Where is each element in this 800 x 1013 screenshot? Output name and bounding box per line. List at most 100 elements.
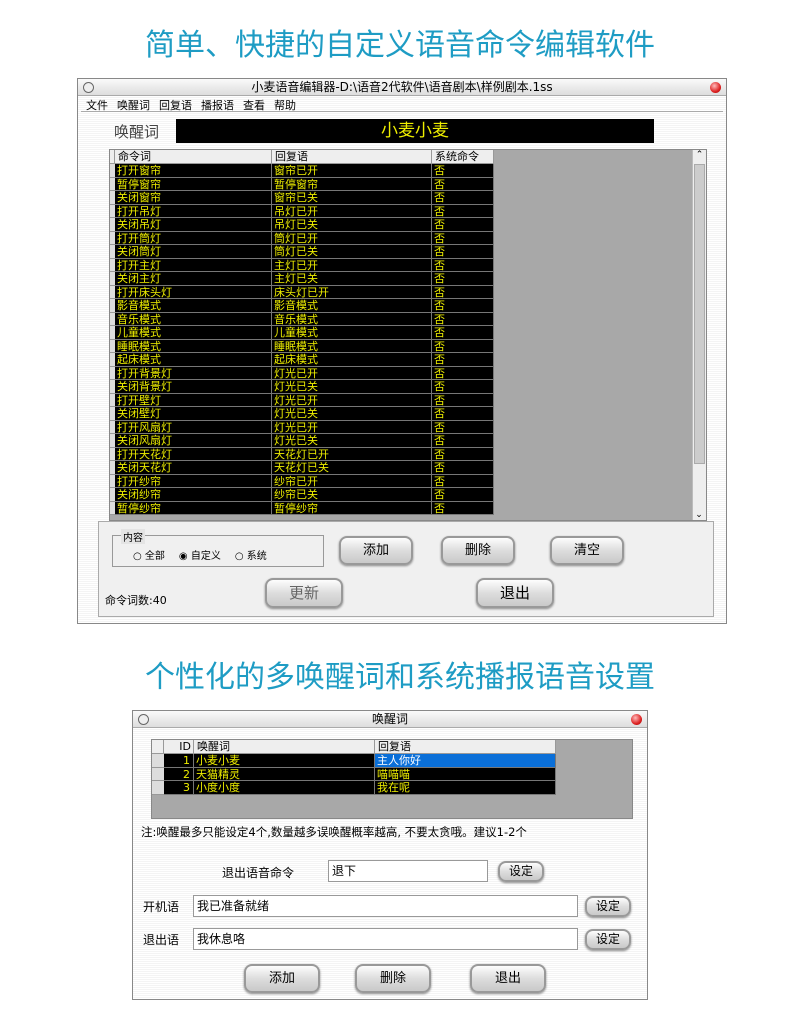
col-command[interactable]: 命令词 bbox=[115, 150, 272, 164]
menu-item[interactable]: 唤醒词 bbox=[117, 99, 150, 112]
menu-item[interactable]: 文件 bbox=[86, 99, 108, 112]
exit-button[interactable]: 退出 bbox=[476, 578, 554, 608]
delete-button[interactable]: 删除 bbox=[441, 536, 515, 565]
minimize-icon[interactable] bbox=[138, 714, 149, 725]
table-cell: 打开天花灯 bbox=[115, 447, 272, 461]
table-row[interactable]: 音乐模式 音乐模式否 bbox=[110, 312, 494, 326]
radio-option[interactable]: ○ 系统 bbox=[235, 547, 267, 562]
table-row[interactable]: 关闭风扇灯 灯光已关否 bbox=[110, 434, 494, 448]
command-table[interactable]: 命令词 回复语 系统命令 打开窗帘 窗帘已开否暂停窗帘 暂停窗帘否关闭窗帘 窗帘已关否… bbox=[109, 149, 707, 521]
boot-input[interactable]: 我已准备就绪 bbox=[193, 895, 578, 917]
scroll-thumb[interactable] bbox=[694, 164, 705, 464]
scrollbar[interactable]: ⌃ ⌄ bbox=[692, 150, 706, 520]
radio-label: 自定义 bbox=[190, 551, 221, 562]
radio-icon[interactable]: ○ bbox=[133, 551, 142, 562]
menu-item[interactable]: 查看 bbox=[243, 99, 265, 112]
table-row[interactable]: 关闭壁灯 灯光已关否 bbox=[110, 407, 494, 421]
table-cell: 天花灯已开 bbox=[272, 447, 432, 461]
table-row[interactable]: 打开窗帘 窗帘已开否 bbox=[110, 164, 494, 178]
dialog-delete-button[interactable]: 删除 bbox=[355, 964, 431, 993]
wake-table[interactable]: ID 唤醒词 回复语 1 小麦小麦 主人你好 2 天猫精灵 喵喵喵 3 小度小度 我在呢 bbox=[151, 739, 633, 819]
table-cell: 否 bbox=[432, 474, 494, 488]
table-cell: 否 bbox=[432, 434, 494, 448]
table-row[interactable]: 打开天花灯 天花灯已开否 bbox=[110, 447, 494, 461]
radio-option[interactable]: ○ 全部 bbox=[133, 547, 165, 562]
table-cell: 纱帘已关 bbox=[272, 488, 432, 502]
table-row[interactable]: 影音模式 影音模式否 bbox=[110, 299, 494, 313]
wake-row[interactable]: 1 小麦小麦 主人你好 bbox=[152, 754, 556, 768]
col-reply[interactable]: 回复语 bbox=[375, 740, 556, 754]
quit-input[interactable]: 我休息咯 bbox=[193, 928, 578, 950]
table-row[interactable]: 打开背景灯 灯光已开否 bbox=[110, 366, 494, 380]
col-id[interactable]: ID bbox=[164, 740, 194, 754]
table-row[interactable]: 打开床头灯 床头灯已开否 bbox=[110, 285, 494, 299]
table-row[interactable]: 关闭窗帘 窗帘已关否 bbox=[110, 191, 494, 205]
table-cell: 否 bbox=[432, 380, 494, 394]
wake-row[interactable]: 2 天猫精灵 喵喵喵 bbox=[152, 767, 556, 781]
menu-item[interactable]: 回复语 bbox=[159, 99, 192, 112]
table-cell: 打开筒灯 bbox=[115, 231, 272, 245]
table-row[interactable]: 关闭主灯 主灯已关否 bbox=[110, 272, 494, 286]
table-cell: 主灯已开 bbox=[272, 258, 432, 272]
table-cell: 暂停纱帘 bbox=[272, 501, 432, 515]
table-row[interactable]: 打开主灯 主灯已开否 bbox=[110, 258, 494, 272]
update-button[interactable]: 更新 bbox=[265, 578, 343, 608]
quit-set-button[interactable]: 设定 bbox=[585, 929, 631, 950]
radio-icon[interactable]: ○ bbox=[234, 551, 244, 562]
table-row[interactable]: 关闭天花灯 天花灯已关否 bbox=[110, 461, 494, 475]
table-row[interactable]: 儿童模式 儿童模式否 bbox=[110, 326, 494, 340]
group-label: 内容 bbox=[121, 529, 145, 544]
minimize-icon[interactable] bbox=[83, 82, 94, 93]
col-wake[interactable]: 唤醒词 bbox=[194, 740, 375, 754]
table-row[interactable]: 暂停窗帘 暂停窗帘否 bbox=[110, 177, 494, 191]
table-cell: 影音模式 bbox=[272, 299, 432, 313]
table-cell: 否 bbox=[432, 272, 494, 286]
radio-icon[interactable]: ◉ bbox=[178, 551, 188, 562]
menu-item[interactable]: 播报语 bbox=[201, 99, 234, 112]
exit-command-input[interactable]: 退下 bbox=[328, 860, 488, 882]
scroll-down-icon[interactable]: ⌄ bbox=[695, 510, 703, 520]
table-cell: 否 bbox=[432, 393, 494, 407]
table-row[interactable]: 睡眠模式 睡眠模式否 bbox=[110, 339, 494, 353]
dialog-exit-button[interactable]: 退出 bbox=[470, 964, 546, 993]
clear-button[interactable]: 清空 bbox=[550, 536, 624, 565]
boot-set-button[interactable]: 设定 bbox=[585, 896, 631, 917]
table-row[interactable]: 打开筒灯 筒灯已开否 bbox=[110, 231, 494, 245]
table-row[interactable]: 打开风扇灯 灯光已开否 bbox=[110, 420, 494, 434]
add-button[interactable]: 添加 bbox=[339, 536, 413, 565]
table-cell: 关闭窗帘 bbox=[115, 191, 272, 205]
menu-item[interactable]: 帮助 bbox=[274, 99, 296, 112]
table-row[interactable]: 关闭背景灯 灯光已关否 bbox=[110, 380, 494, 394]
close-icon[interactable] bbox=[710, 82, 721, 93]
table-row[interactable]: 打开吊灯 吊灯已开否 bbox=[110, 204, 494, 218]
dialog-add-button[interactable]: 添加 bbox=[244, 964, 320, 993]
table-row[interactable]: 关闭吊灯 吊灯已关否 bbox=[110, 218, 494, 232]
table-cell: 窗帘已关 bbox=[272, 191, 432, 205]
radio-label: 全部 bbox=[144, 551, 165, 562]
wake-row[interactable]: 3 小度小度 我在呢 bbox=[152, 781, 556, 795]
table-cell: 打开主灯 bbox=[115, 258, 272, 272]
table-cell: 纱帘已开 bbox=[272, 474, 432, 488]
table-cell: 灯光已关 bbox=[272, 434, 432, 448]
table-cell: 否 bbox=[432, 420, 494, 434]
table-row[interactable]: 关闭筒灯 筒灯已关否 bbox=[110, 245, 494, 259]
table-row[interactable]: 打开壁灯 灯光已开否 bbox=[110, 393, 494, 407]
table-row[interactable]: 打开纱帘 纱帘已开否 bbox=[110, 474, 494, 488]
table-header: 命令词 回复语 系统命令 bbox=[110, 150, 494, 164]
table-cell: 灯光已关 bbox=[272, 380, 432, 394]
radio-option[interactable]: ◉ 自定义 bbox=[179, 547, 221, 562]
exit-command-set-button[interactable]: 设定 bbox=[498, 861, 544, 882]
scroll-up-icon[interactable]: ⌃ bbox=[695, 150, 704, 160]
wake-display: 小麦小麦 bbox=[176, 119, 654, 143]
close-icon[interactable] bbox=[631, 714, 642, 725]
table-row[interactable]: 暂停纱帘 暂停纱帘否 bbox=[110, 501, 494, 515]
wake-cell: 天猫精灵 bbox=[194, 767, 375, 781]
quit-label: 退出语 bbox=[143, 933, 180, 947]
window-title: 小麦语音编辑器-D:\语音2代软件\语音剧本\样例剧本.1ss bbox=[251, 80, 553, 94]
table-cell: 否 bbox=[432, 353, 494, 367]
table-row[interactable]: 起床模式 起床模式否 bbox=[110, 353, 494, 367]
col-reply[interactable]: 回复语 bbox=[272, 150, 432, 164]
table-row[interactable]: 关闭纱帘 纱帘已关否 bbox=[110, 488, 494, 502]
wake-cell: 1 bbox=[164, 754, 194, 768]
col-system[interactable]: 系统命令 bbox=[432, 150, 494, 164]
